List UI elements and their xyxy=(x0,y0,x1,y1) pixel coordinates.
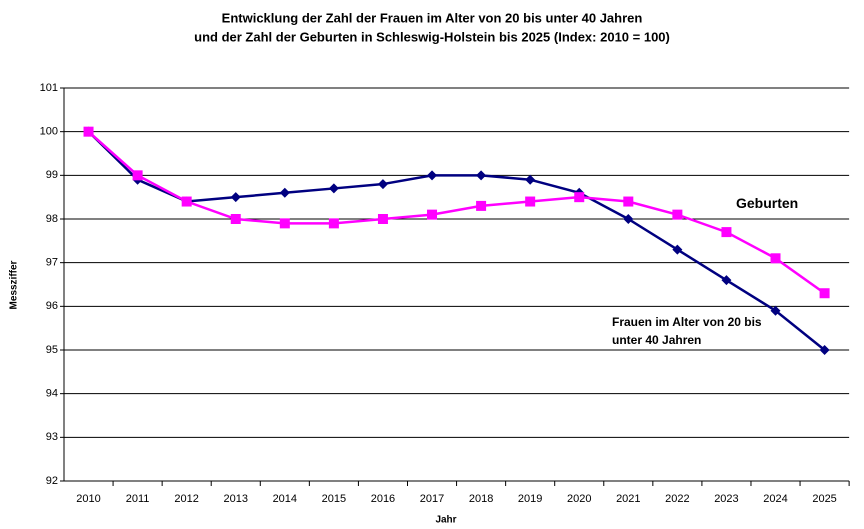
marker xyxy=(672,244,683,255)
y-tick-label: 99 xyxy=(46,169,58,181)
y-tick-label: 96 xyxy=(46,300,58,312)
marker xyxy=(328,183,339,194)
marker xyxy=(230,192,241,203)
marker xyxy=(427,209,438,220)
marker xyxy=(623,196,634,207)
x-tick-label: 2012 xyxy=(174,493,198,505)
chart-subtitle: und der Zahl der Geburten in Schleswig-H… xyxy=(194,29,670,44)
x-tick-label: 2018 xyxy=(469,493,493,505)
marker xyxy=(623,214,634,224)
series-line xyxy=(87,130,826,295)
marker xyxy=(132,170,143,181)
y-tick-label: 94 xyxy=(46,388,58,400)
x-tick-label: 2011 xyxy=(126,493,150,505)
marker xyxy=(476,200,487,211)
x-tick-label: 2025 xyxy=(812,493,836,505)
y-axis-title: Messziffer xyxy=(9,260,20,309)
series-label: Frauen im Alter von 20 bis unter 40 Jahr… xyxy=(612,315,762,347)
x-tick-label: 2024 xyxy=(763,493,787,505)
marker xyxy=(525,174,536,185)
series-line xyxy=(87,130,826,351)
y-tick-label: 101 xyxy=(40,82,58,94)
marker xyxy=(377,179,388,190)
marker xyxy=(721,227,732,238)
marker xyxy=(819,345,830,355)
marker xyxy=(819,288,830,299)
marker xyxy=(476,170,487,181)
y-tick-label: 98 xyxy=(46,213,58,225)
y-tick-label: 92 xyxy=(46,475,58,487)
x-tick-label: 2021 xyxy=(616,493,640,505)
marker xyxy=(770,305,781,316)
x-axis-title: Jahr xyxy=(435,515,456,526)
chart-title: Entwicklung der Zahl der Frauen im Alter… xyxy=(222,10,643,25)
y-tick-label: 93 xyxy=(46,431,58,443)
x-tick-label: 2023 xyxy=(714,493,738,505)
x-tick-label: 2015 xyxy=(322,493,346,505)
marker xyxy=(279,187,290,198)
marker xyxy=(83,126,94,137)
marker xyxy=(328,218,339,229)
marker xyxy=(427,170,438,181)
y-tick-label: 100 xyxy=(40,126,58,138)
marker xyxy=(574,192,585,203)
x-tick-label: 2022 xyxy=(665,493,689,505)
marker xyxy=(525,196,536,207)
x-tick-label: 2020 xyxy=(567,493,591,505)
x-tick-label: 2013 xyxy=(224,493,248,505)
x-tick-label: 2016 xyxy=(371,493,395,505)
marker xyxy=(770,253,781,264)
x-tick-label: 2017 xyxy=(420,493,444,505)
series-label: Geburten xyxy=(736,195,799,211)
marker xyxy=(377,214,388,224)
marker xyxy=(721,275,732,286)
x-tick-label: 2014 xyxy=(273,493,297,505)
marker xyxy=(230,214,241,224)
marker xyxy=(181,196,192,207)
y-tick-label: 95 xyxy=(46,344,58,356)
marker xyxy=(279,218,290,229)
y-tick-label: 97 xyxy=(46,257,58,269)
x-tick-label: 2019 xyxy=(518,493,542,505)
x-tick-label: 2010 xyxy=(76,493,100,505)
marker xyxy=(672,209,683,220)
